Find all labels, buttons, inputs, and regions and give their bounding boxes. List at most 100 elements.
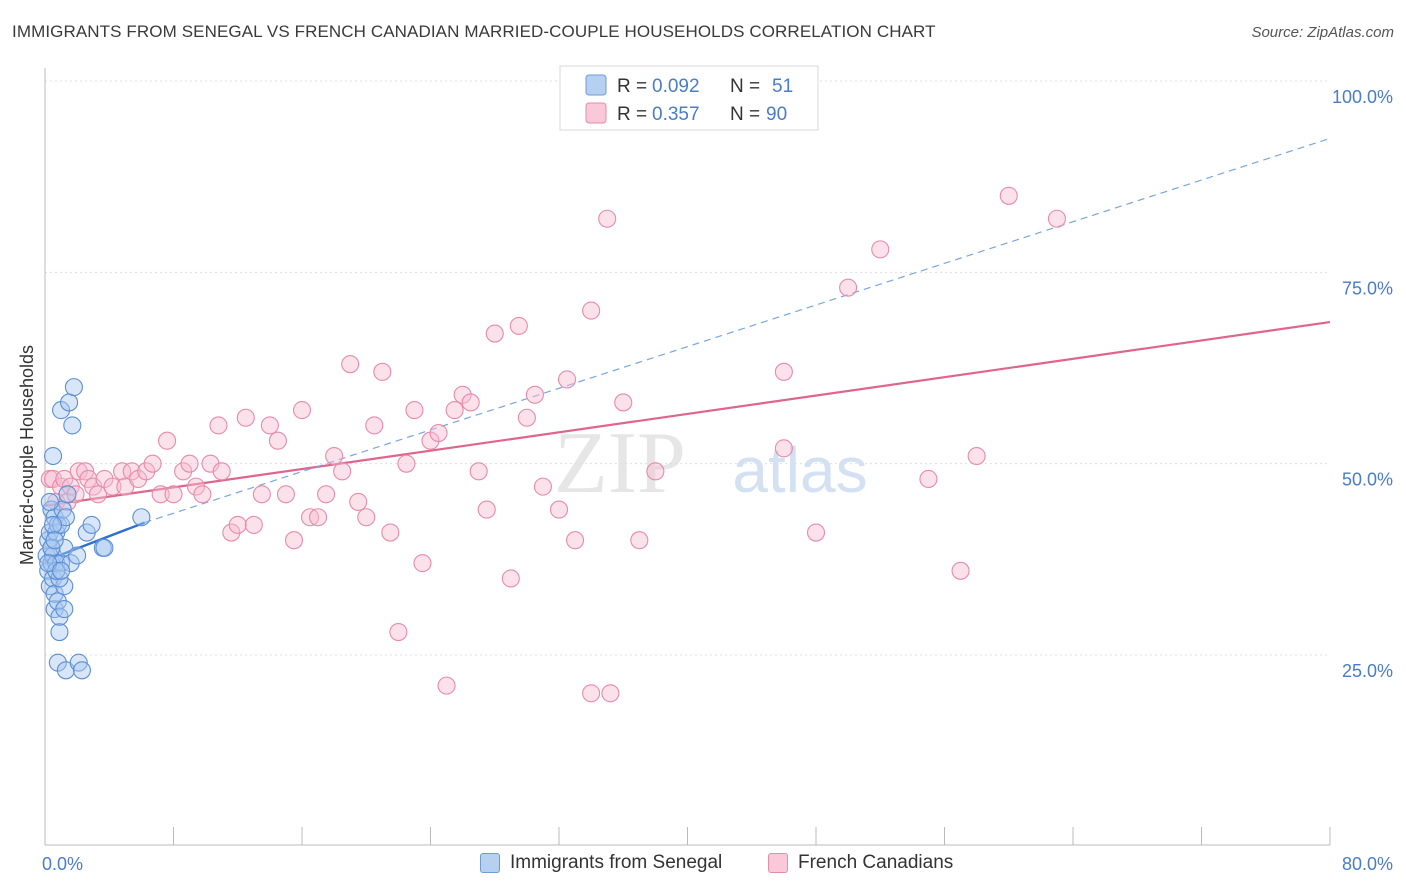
trend-lines [44,137,1331,562]
point-french-canadians [209,416,228,435]
point-french-canadians [373,362,392,381]
chart-title: IMMIGRANTS FROM SENEGAL VS FRENCH CANADI… [12,22,936,41]
y-tick-label: 25.0% [1342,661,1393,681]
point-french-canadians [566,531,585,550]
point-french-canadians [193,485,212,504]
point-french-canadians [582,301,601,320]
point-french-canadians [381,523,400,542]
legend-n-value-2: 90 [766,104,787,125]
point-french-canadians [260,416,279,435]
legend-swatch-pink [585,102,607,124]
point-senegal [60,393,79,412]
point-french-canadians [517,408,536,427]
point-french-canadians [461,393,480,412]
legend-item-senegal[interactable]: Immigrants from Senegal [480,852,722,874]
point-french-canadians [469,462,488,481]
legend-swatch-blue [585,74,607,96]
axes [44,68,1331,846]
point-french-canadians [477,500,496,519]
point-french-canadians [839,278,858,297]
point-french-canadians [151,485,170,504]
legend-swatch-french-canadians [768,853,788,873]
legend-r-label-1: R = [617,76,647,97]
point-senegal [58,485,77,504]
legend-r-label-2: R = [617,104,647,125]
axis-labels: 25.0% 50.0% 75.0% 100.0% 0.0% 80.0% [42,87,1393,874]
point-french-canadians [113,462,132,481]
point-senegal [61,554,80,573]
watermark-atlas: atlas [732,434,867,506]
point-french-canadians [164,485,183,504]
point-senegal [55,600,74,619]
point-french-canadians [252,485,271,504]
point-french-canadians [212,462,231,481]
legend-label-french-canadians: French Canadians [798,852,954,873]
point-french-canadians [389,622,408,642]
point-french-canadians [222,523,241,542]
point-french-canadians [55,469,74,489]
point-french-canadians [533,477,552,496]
point-french-canadians [774,362,793,381]
grid [45,80,1330,656]
y-tick-label: 50.0% [1342,470,1393,490]
point-french-canadians [549,500,569,519]
legend-box: R = 0.092 N = 51 R = 0.357 N = 90 [559,65,819,131]
y-axis-title: Married-couple Households [17,345,37,565]
point-french-canadians [174,462,193,481]
point-french-canadians [437,676,456,695]
legend-swatch-senegal [480,853,500,873]
point-french-canadians [598,209,617,228]
point-french-canadians [630,531,649,550]
point-french-canadians [180,454,199,473]
point-french-canadians [103,477,122,496]
point-senegal [40,492,59,511]
legend-n-label-1: N = [730,76,760,97]
point-senegal [50,622,69,642]
x-tick-label: 80.0% [1342,854,1393,874]
point-french-canadians [525,385,544,404]
point-senegal [52,561,71,580]
point-french-canadians [276,485,295,504]
point-french-canadians [268,431,287,450]
point-senegal [43,515,63,534]
point-french-canadians [186,477,206,496]
point-french-canadians [284,531,304,550]
point-french-canadians [158,431,177,450]
point-french-canadians [951,561,970,580]
point-french-canadians [122,462,141,481]
point-french-canadians [967,446,986,466]
point-french-canadians [646,462,665,481]
point-senegal [132,508,151,527]
point-french-canadians [1047,209,1066,228]
point-french-canadians [137,462,156,481]
point-french-canadians [582,684,601,703]
point-senegal [63,416,82,435]
data-points [37,186,1066,703]
series-legend: Immigrants from Senegal French Canadians [0,852,1406,878]
point-french-canadians [774,439,793,458]
point-senegal [72,661,91,680]
point-french-canadians [919,469,938,489]
point-french-canadians [614,393,633,412]
point-senegal [95,538,114,557]
point-french-canadians [244,515,263,534]
point-french-canadians [228,515,247,534]
point-french-canadians [445,401,464,420]
point-french-canadians [357,508,376,527]
point-french-canadians [88,485,108,504]
point-french-canadians [69,462,88,481]
point-french-canadians [143,454,162,473]
point-french-canadians [871,240,890,259]
legend-item-french-canadians[interactable]: French Canadians [768,852,953,874]
point-senegal [48,592,67,611]
point-french-canadians [333,462,352,481]
point-french-canadians [601,684,620,703]
point-senegal [64,378,83,397]
legend-r-value-1: 0.092 [652,76,700,97]
point-french-canadians [365,416,384,435]
point-french-canadians [317,485,336,504]
point-french-canadians [349,492,368,511]
point-french-canadians [999,186,1018,205]
trend-line-french-canadians [44,320,1331,507]
